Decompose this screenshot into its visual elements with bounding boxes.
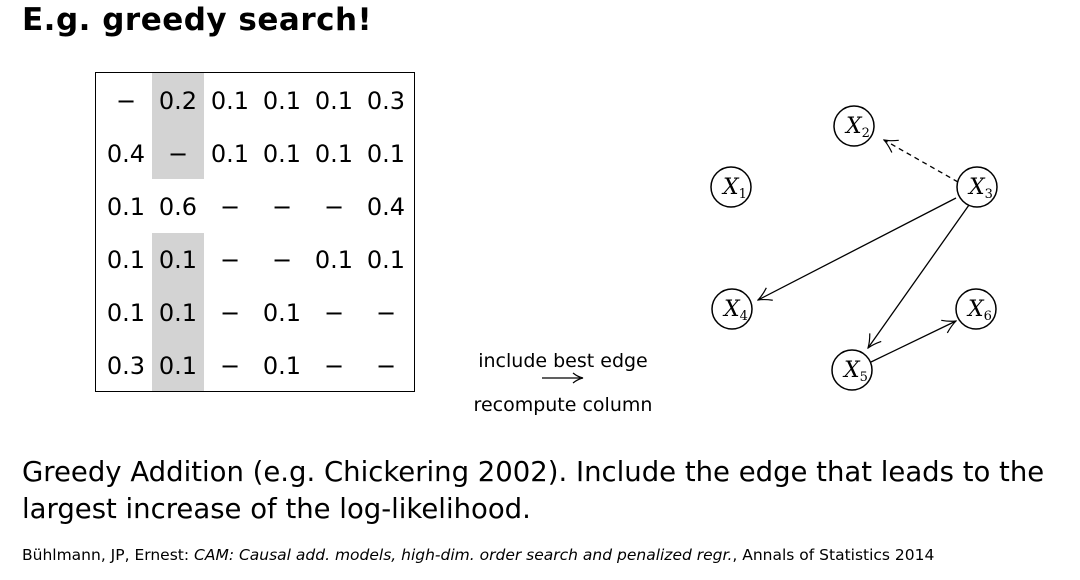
- matrix-cell: 0.3: [366, 86, 406, 115]
- edge-x3-x5: [868, 204, 970, 348]
- score-matrix: −0.2 0.1 0.1 0.1 0.3 0.4−0.1 0.1 0.1 0.1 0.1 0.6− −…: [95, 72, 415, 392]
- matrix-cell: −: [271, 245, 293, 274]
- matrix-cell: 0.6: [152, 180, 204, 233]
- matrix-cell: 0.1: [106, 192, 146, 221]
- matrix-cell: 0.1: [210, 86, 250, 115]
- node-x5: X5: [831, 349, 873, 391]
- edge-x3-x4: [758, 197, 957, 300]
- matrix-cell: 0.3: [106, 351, 146, 380]
- matrix-cell: −: [323, 298, 345, 327]
- reference-authors: Bühlmann, JP, Ernest:: [22, 546, 195, 564]
- node-x6: X6: [955, 288, 997, 330]
- caption-text: Greedy Addition (e.g. Chickering 2002). …: [22, 456, 1045, 525]
- dag-graph: X1 X2 X3 X4 X5 X6: [710, 105, 998, 391]
- matrix-cell: 0.1: [158, 351, 198, 380]
- matrix-cell: 0.1: [366, 245, 406, 274]
- edge-x3-x2: [884, 140, 959, 183]
- svg-text:X3: X3: [967, 175, 993, 202]
- matrix-cell: −: [323, 192, 345, 221]
- matrix-cell: −: [167, 139, 189, 168]
- matrix-cell: −: [219, 298, 241, 327]
- node-x1: X1: [710, 166, 752, 208]
- edge-x5-x6: [870, 321, 956, 363]
- matrix-cell: 0.1: [314, 245, 354, 274]
- matrix-cell: 0.4: [366, 192, 406, 221]
- matrix-cell: −: [271, 192, 293, 221]
- matrix-cell: 0.1: [106, 245, 146, 274]
- matrix-cell: 0.1: [262, 139, 302, 168]
- matrix-cell: 0.1: [262, 298, 302, 327]
- matrix-cell: 0.1: [314, 86, 354, 115]
- matrix-cell: −: [375, 351, 397, 380]
- svg-text:X6: X6: [966, 297, 992, 324]
- matrix-cell: 0.2: [158, 86, 198, 115]
- include-best-edge-label: include best edge: [478, 350, 648, 372]
- matrix-cell: 0.1: [158, 245, 198, 274]
- reference-title: CAM: Causal add. models, high-dim. order…: [194, 546, 733, 564]
- recompute-column-label: recompute column: [473, 394, 653, 416]
- reference-venue: , Annals of Statistics 2014: [732, 546, 935, 564]
- svg-text:X4: X4: [722, 297, 748, 324]
- matrix-cell: −: [115, 86, 137, 115]
- matrix-cell: −: [323, 351, 345, 380]
- matrix-cell: −: [219, 245, 241, 274]
- matrix-cell: 0.1: [210, 139, 250, 168]
- svg-text:X1: X1: [721, 175, 747, 202]
- node-x2: X2: [833, 105, 875, 147]
- svg-text:X2: X2: [844, 114, 870, 141]
- matrix-cell: 0.1: [262, 86, 302, 115]
- matrix-cell: 0.1: [158, 298, 198, 327]
- matrix-cell: 0.1: [262, 351, 302, 380]
- reference-citation: Bühlmann, JP, Ernest: CAM: Causal add. m…: [22, 546, 934, 564]
- node-x3: X3: [956, 166, 998, 208]
- matrix-cell: −: [219, 351, 241, 380]
- matrix-cell: −: [375, 298, 397, 327]
- slide-title: E.g. greedy search!: [22, 2, 373, 38]
- matrix-cell: 0.1: [106, 298, 146, 327]
- matrix-cell: 0.1: [366, 139, 406, 168]
- matrix-cell: 0.1: [314, 139, 354, 168]
- right-arrow-icon: [542, 372, 584, 384]
- matrix-cell: −: [219, 192, 241, 221]
- node-x4: X4: [711, 288, 753, 330]
- svg-text:X5: X5: [842, 358, 868, 385]
- matrix-cell: 0.4: [106, 139, 146, 168]
